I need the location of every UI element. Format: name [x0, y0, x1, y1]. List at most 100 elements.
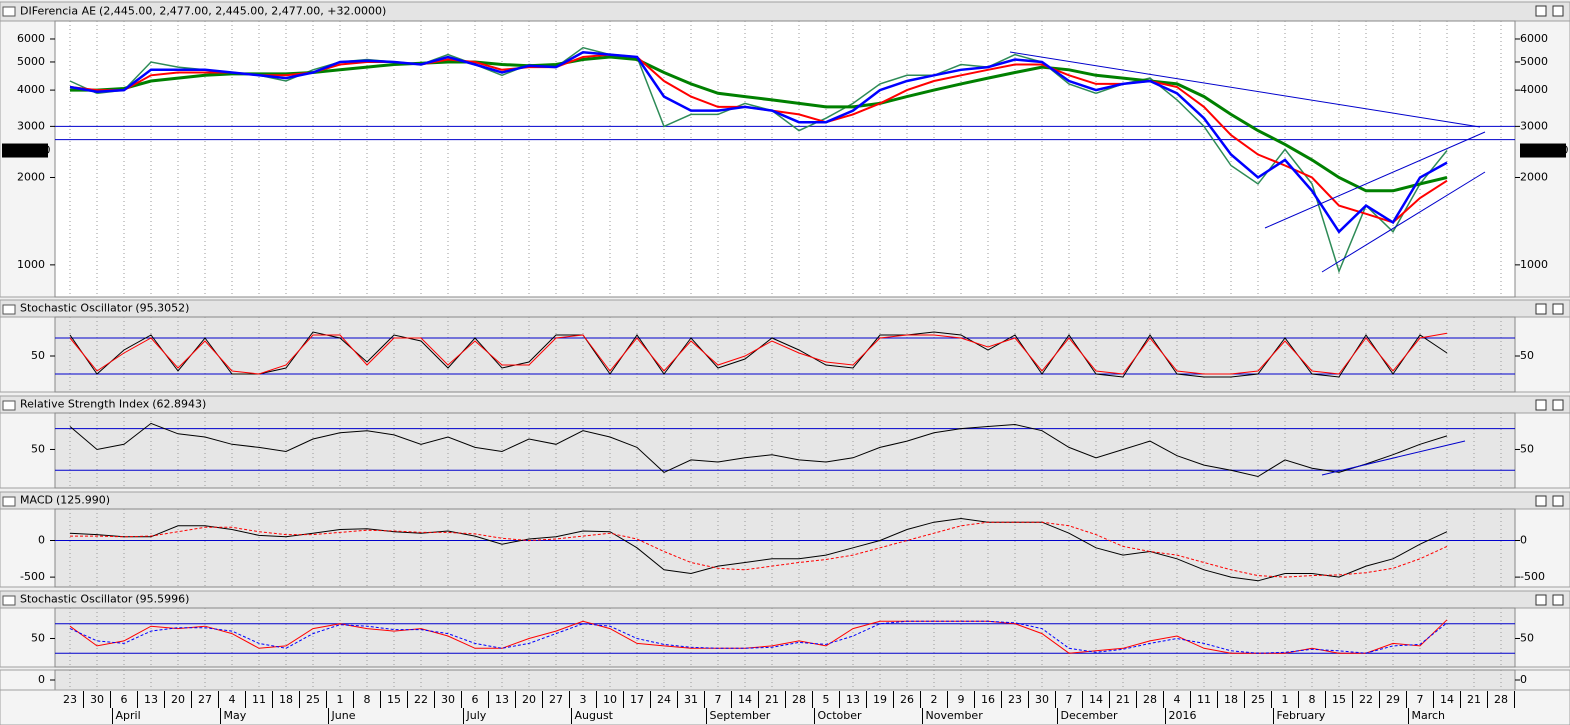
y-tick-label: 50 — [1520, 442, 1534, 455]
x-tick-label: 18 — [279, 693, 293, 706]
y-tick-label: 6000 — [1520, 32, 1548, 45]
x-tick-label: 7 — [1066, 693, 1073, 706]
x-tick-label: 14 — [1089, 693, 1103, 706]
x-tick-label: 27 — [549, 693, 563, 706]
y-tick-label: 50 — [1520, 631, 1534, 644]
x-tick-label: 7 — [715, 693, 722, 706]
panel-title: Stochastic Oscillator — [20, 302, 133, 315]
y-tick-label: 5000 — [1520, 55, 1548, 68]
y-tick-label: -500 — [1520, 570, 1545, 583]
plot-bg — [54, 20, 1516, 298]
month-label: June — [331, 709, 356, 722]
month-label: September — [710, 709, 771, 722]
x-tick-label: 3 — [580, 693, 587, 706]
panel-title: Stochastic Oscillator — [20, 593, 133, 606]
x-tick-label: 30 — [1035, 693, 1049, 706]
x-tick-label: 14 — [1440, 693, 1454, 706]
y-tick-label: 6000 — [17, 32, 45, 45]
panel-header — [0, 491, 1570, 510]
panel-header — [0, 590, 1570, 609]
x-tick-label: 21 — [1467, 693, 1481, 706]
x-tick-label: 31 — [684, 693, 698, 706]
x-tick-label: 15 — [1332, 693, 1346, 706]
panel-button — [1535, 594, 1547, 606]
x-tick-label: 28 — [792, 693, 806, 706]
x-tick-label: 24 — [657, 693, 671, 706]
y-tick-label: 1000 — [1520, 258, 1548, 271]
y-tick-label: 3000 — [17, 119, 45, 132]
series-line — [69, 620, 1448, 654]
x-tick-label: 6 — [121, 693, 128, 706]
x-tick-label: 17 — [630, 693, 644, 706]
panel-values: (125.990) — [56, 494, 110, 507]
x-tick-label: 5 — [823, 693, 830, 706]
panel-title: DIFerencia AE — [20, 5, 96, 18]
trend-line — [1009, 51, 1481, 128]
x-tick-label: 21 — [765, 693, 779, 706]
month-label: February — [1277, 709, 1326, 722]
x-tick-label: 21 — [1116, 693, 1130, 706]
x-tick-label: 7 — [1417, 693, 1424, 706]
y-tick-label: 50 — [31, 442, 45, 455]
y-tick-label: 4000 — [1520, 83, 1548, 96]
x-tick-label: 20 — [171, 693, 185, 706]
x-tick-label: 26 — [900, 693, 914, 706]
x-tick-label: 13 — [495, 693, 509, 706]
month-label: December — [1061, 709, 1119, 722]
y-tick-label: 5000 — [17, 55, 45, 68]
x-tick-label: 13 — [144, 693, 158, 706]
x-tick-label: 10 — [603, 693, 617, 706]
x-tick-label: 30 — [441, 693, 455, 706]
panel-icon — [2, 496, 16, 507]
y-tick-label: 0 — [38, 533, 45, 546]
panel-values: (95.3052) — [135, 302, 189, 315]
panel-icon — [2, 6, 16, 17]
month-label: October — [818, 709, 862, 722]
month-label: May — [224, 709, 247, 722]
x-tick-label: 22 — [414, 693, 428, 706]
last-price-label: 2477.00 — [1523, 144, 1569, 157]
x-tick-label: 23 — [1008, 693, 1022, 706]
month-label: August — [575, 709, 614, 722]
x-tick-label: 11 — [252, 693, 266, 706]
last-price-label: 2477.00 — [5, 144, 51, 157]
trend-line — [1264, 131, 1486, 229]
panel-button — [1535, 495, 1547, 507]
panel-values: (2,445.00, 2,477.00, 2,445.00, 2,477.00,… — [99, 5, 386, 18]
x-tick-label: 1 — [1282, 693, 1289, 706]
series-line — [70, 521, 1448, 578]
x-tick-label: 11 — [1197, 693, 1211, 706]
x-tick-label: 25 — [306, 693, 320, 706]
panel-header — [0, 299, 1570, 318]
x-tick-label: 22 — [1359, 693, 1373, 706]
panel-icon — [2, 304, 16, 315]
panel-icon — [2, 400, 16, 411]
last-price-box — [2, 143, 48, 158]
series-line — [69, 332, 1448, 375]
panel-button — [1552, 399, 1564, 411]
x-tick-label: 27 — [198, 693, 212, 706]
x-tick-label: 29 — [1386, 693, 1400, 706]
y-tick-label: 0 — [1520, 533, 1527, 546]
y-tick-label: 2000 — [17, 170, 45, 183]
y-tick-label: 2000 — [1520, 170, 1548, 183]
panel-header — [0, 395, 1570, 414]
plot-bg — [54, 607, 1516, 668]
panel-button — [1552, 495, 1564, 507]
x-tick-label: 14 — [738, 693, 752, 706]
x-tick-label: 25 — [1251, 693, 1265, 706]
x-tick-label: 6 — [472, 693, 479, 706]
plot-bg — [54, 316, 1516, 393]
month-label: April — [116, 709, 141, 722]
y-tick-label: 1000 — [17, 258, 45, 271]
x-tick-label: 4 — [1174, 693, 1181, 706]
panel-values: (95.5996) — [135, 593, 189, 606]
x-tick-label: 13 — [846, 693, 860, 706]
panel-button — [1535, 303, 1547, 315]
x-tick-label: 30 — [90, 693, 104, 706]
trend-line — [1321, 440, 1466, 476]
series-line — [69, 51, 1448, 234]
x-tick-label: 1 — [337, 693, 344, 706]
x-tick-label: 28 — [1494, 693, 1508, 706]
